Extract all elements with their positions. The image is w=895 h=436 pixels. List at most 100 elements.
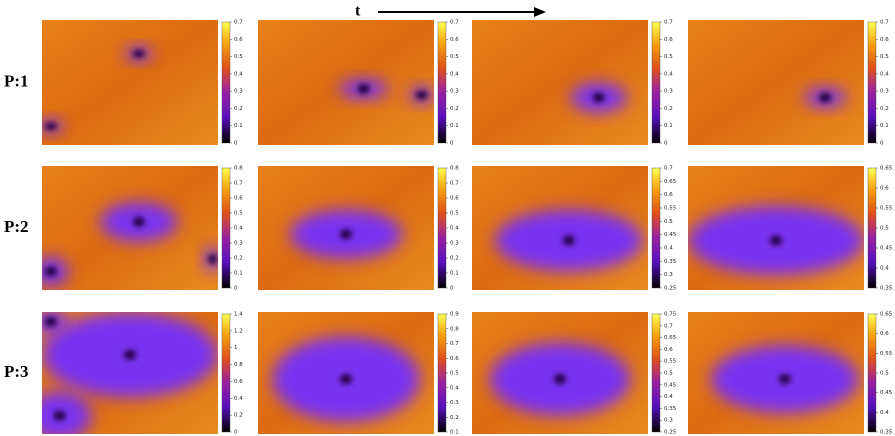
heatmap-body	[472, 312, 648, 434]
heatmap	[42, 166, 218, 290]
colorbar-tick-label: 0.5	[450, 54, 459, 60]
colorbar-tick-label: 0.4	[234, 396, 243, 402]
colorbar-tick-label: 0.35	[664, 406, 677, 412]
colorbar-tick-label: 0.3	[234, 241, 243, 247]
colorbar-tick-label: 0.5	[234, 54, 243, 60]
colorbar-tick-label: 0.5	[880, 54, 889, 60]
heatmap-body	[472, 166, 648, 290]
colorbar-tick-label: 0.6	[450, 356, 459, 362]
heatmap-body	[42, 312, 218, 434]
colorbar-tick-label: 0.3	[234, 89, 243, 95]
colorbar-tick-label: 0	[880, 141, 884, 147]
colorbar-tick-label: 0.8	[234, 362, 243, 368]
colorbar-tick-label: 0	[234, 430, 238, 436]
heatmap	[472, 312, 648, 434]
minimum	[340, 374, 352, 385]
colorbar-tick-label: 0.55	[880, 206, 893, 212]
colorbar-tick-label: 0.25	[664, 430, 677, 436]
colorbar-tick-label: 0.5	[880, 226, 889, 232]
heatmap-base	[42, 20, 218, 145]
colorbar-tick-label: 0.55	[880, 351, 893, 357]
colorbar-tick-label: 0.1	[450, 271, 459, 277]
colorbar-tick-label: 0.4	[664, 394, 673, 400]
colorbar-tick-label: 0.7	[450, 181, 459, 187]
colorbar-tick-label: 0.65	[880, 312, 893, 318]
colorbar-tick-label: 0.7	[234, 181, 243, 187]
heatmap-body	[258, 166, 434, 290]
time-label: t	[355, 3, 361, 20]
heatmap	[472, 20, 648, 145]
heatmap-body	[258, 20, 434, 145]
minimum	[554, 374, 566, 385]
colorbar-tick-label: 0.6	[450, 37, 459, 43]
minimum	[415, 90, 428, 100]
colorbar	[651, 167, 661, 289]
colorbar-tick-label: 0.3	[450, 241, 459, 247]
colorbar-tick-label: 0.3	[664, 89, 673, 95]
heatmap	[688, 312, 864, 434]
colorbar-tick-label: 0.6	[880, 37, 889, 43]
colorbar-tick-label: 0.5	[450, 371, 459, 377]
colorbar-tick-label: 0.35	[880, 430, 893, 436]
colorbar-tick-label: 0.6	[234, 196, 243, 202]
colorbar-tick-label: 0.6	[880, 186, 889, 192]
colorbar-tick-label: 1	[234, 345, 238, 351]
colorbar-tick-label: 0.4	[880, 266, 889, 272]
colorbar	[867, 21, 877, 144]
colorbar-tick-label: 0.35	[880, 286, 893, 292]
minimum	[44, 122, 57, 130]
colorbar-tick-label: 0.2	[880, 106, 889, 112]
colorbar-tick-label: 0.1	[450, 430, 459, 436]
colorbar-tick-label: 0.65	[880, 166, 893, 172]
heatmap-body	[42, 166, 218, 290]
heatmap-body	[258, 312, 434, 434]
colorbar-tick-label: 0.4	[880, 410, 889, 416]
colorbar-tick-label: 0	[234, 286, 238, 292]
colorbar	[437, 313, 447, 433]
heatmap	[42, 312, 218, 434]
heatmap-body	[688, 20, 864, 145]
colorbar-tick-label: 0.65	[664, 335, 677, 341]
colorbar	[221, 167, 231, 289]
minimum	[819, 92, 832, 103]
colorbar-tick-label: 0.55	[664, 359, 677, 365]
colorbar-tick-label: 0.2	[450, 256, 459, 262]
colorbar-tick-label: 0.8	[450, 326, 459, 332]
colorbar-tick-label: 0.3	[880, 89, 889, 95]
colorbar-tick-label: 0.7	[450, 20, 459, 26]
colorbar-tick-label: 0.2	[450, 415, 459, 421]
heatmap-base	[472, 20, 648, 145]
colorbar-tick-label: 0.2	[234, 413, 243, 419]
colorbar-tick-label: 0.1	[880, 123, 889, 129]
colorbar-tick-label: 0.2	[450, 106, 459, 112]
colorbar-tick-label: 0.7	[880, 20, 889, 26]
colorbar-tick-label: 0.2	[664, 106, 673, 112]
row-label: P:2	[4, 217, 29, 236]
colorbar-tick-label: 0	[450, 141, 454, 147]
colorbar	[651, 313, 661, 433]
colorbar-tick-label: 0.45	[880, 246, 893, 252]
minimum	[44, 266, 57, 277]
minimum	[778, 374, 791, 385]
colorbar	[867, 313, 877, 433]
colorbar-tick-label: 0.5	[234, 211, 243, 217]
colorbar	[221, 313, 231, 433]
colorbar-tick-label: 0.7	[450, 341, 459, 347]
heatmap	[688, 20, 864, 145]
colorbar-tick-label: 0.5	[880, 371, 889, 377]
minimum	[562, 235, 575, 246]
heatmap	[42, 20, 218, 145]
colorbar-tick-label: 0.1	[234, 123, 243, 129]
heatmap-body	[472, 20, 648, 145]
colorbar-tick-label: 0.3	[664, 418, 673, 424]
colorbar-tick-label: 0	[664, 141, 668, 147]
colorbar-tick-label: 0.25	[664, 286, 677, 292]
colorbar-tick-label: 0.1	[664, 123, 673, 129]
heatmap	[258, 20, 434, 145]
colorbar-tick-label: 0.4	[450, 71, 459, 77]
colorbar-tick-label: 0.6	[664, 192, 673, 198]
colorbar-tick-label: 0	[450, 286, 454, 292]
colorbar-tick-label: 0.1	[234, 271, 243, 277]
row-label: P:1	[4, 71, 29, 90]
minimum	[44, 316, 57, 327]
